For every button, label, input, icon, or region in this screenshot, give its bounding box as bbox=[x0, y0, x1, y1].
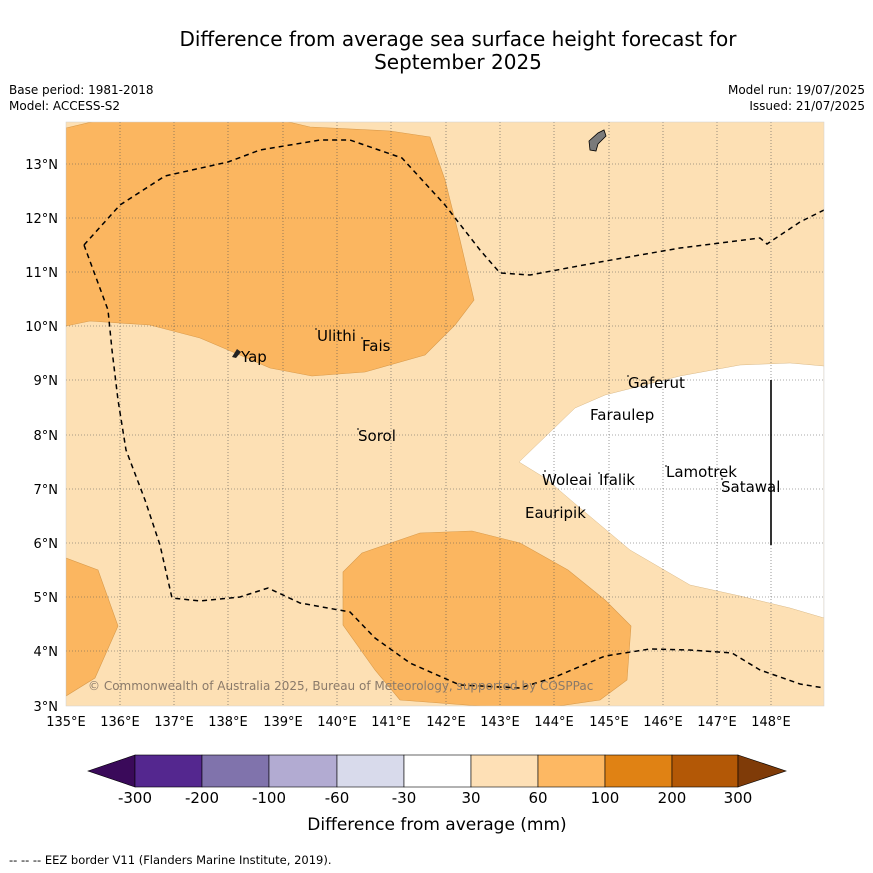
colorbar-tick-label: -30 bbox=[392, 789, 417, 807]
guam-island bbox=[588, 129, 607, 152]
lat-tick-label: 5°N bbox=[34, 591, 59, 606]
place-label: Woleai bbox=[542, 471, 592, 489]
title-line-1: Difference from average sea surface heig… bbox=[179, 27, 737, 51]
colorbar-segment bbox=[604, 754, 673, 788]
colorbar-segment bbox=[134, 754, 203, 788]
issued-date: Issued: 21/07/2025 bbox=[749, 99, 865, 113]
colorbar-segment bbox=[201, 754, 270, 788]
lat-tick-label: 3°N bbox=[34, 700, 59, 715]
latitude-labels: 3°N 4°N 5°N 6°N 7°N 8°N 9°N 10°N 11°N 12… bbox=[25, 158, 58, 715]
colorbar-tick-label: -60 bbox=[325, 789, 350, 807]
colorbar-segment bbox=[537, 754, 606, 788]
colorbar-tick-label: 200 bbox=[658, 789, 687, 807]
lon-tick-label: 142°E bbox=[426, 715, 466, 730]
colorbar-tick-label: -200 bbox=[185, 789, 219, 807]
anomaly-60-100-region-north bbox=[66, 122, 475, 377]
place-label: Lamotrek bbox=[666, 463, 737, 481]
chart-title: Difference from average sea surface heig… bbox=[60, 28, 856, 74]
place-label: Satawal bbox=[721, 478, 780, 496]
colorbar-segment bbox=[336, 754, 405, 788]
colorbar-segment bbox=[268, 754, 338, 788]
anomaly-60-100-region-west bbox=[66, 557, 119, 697]
lon-tick-label: 143°E bbox=[480, 715, 520, 730]
lon-tick-label: 144°E bbox=[534, 715, 574, 730]
place-label: Yap bbox=[240, 348, 267, 366]
map-frame bbox=[65, 121, 825, 707]
longitude-labels: 135°E 136°E 137°E 138°E 139°E 140°E 141°… bbox=[46, 715, 791, 730]
eez-footnote: -- -- -- EEZ border V11 (Flanders Marine… bbox=[9, 853, 332, 867]
colorbar-extend-high bbox=[737, 754, 787, 788]
meta-right: Model run: 19/07/2025 Issued: 21/07/2025 bbox=[728, 82, 865, 114]
colorbar-segment bbox=[671, 754, 739, 788]
colorbar-segment bbox=[470, 754, 539, 788]
lon-tick-label: 139°E bbox=[263, 715, 303, 730]
colorbar-ticks: -300 -200 -100 -60 -30 30 60 100 200 300 bbox=[118, 789, 752, 807]
lat-tick-label: 12°N bbox=[25, 212, 58, 227]
place-labels: Ulithi Fais Yap Gaferut Faraulep Sorol W… bbox=[240, 327, 780, 522]
eez-border bbox=[83, 139, 824, 689]
model-run: Model run: 19/07/2025 bbox=[727, 83, 865, 97]
lon-tick-label: 141°E bbox=[371, 715, 411, 730]
atoll-markers bbox=[315, 328, 723, 480]
place-label: Gaferut bbox=[628, 374, 685, 392]
colorbar-extend-low bbox=[87, 754, 136, 788]
colorbar-tick-label: 30 bbox=[461, 789, 480, 807]
colorbar-tick-label: -300 bbox=[118, 789, 152, 807]
lat-tick-label: 13°N bbox=[25, 158, 58, 173]
model-name: Model: ACCESS-S2 bbox=[9, 99, 121, 113]
colorbar-tick-label: -100 bbox=[252, 789, 286, 807]
lon-tick-label: 140°E bbox=[317, 715, 357, 730]
lon-tick-label: 147°E bbox=[697, 715, 737, 730]
place-label: Ifalik bbox=[599, 471, 635, 489]
lat-tick-label: 11°N bbox=[25, 266, 58, 281]
lat-tick-label: 10°N bbox=[25, 320, 58, 335]
map-area bbox=[66, 122, 824, 706]
title-line-2: September 2025 bbox=[374, 50, 542, 74]
lat-tick-label: 7°N bbox=[34, 483, 59, 498]
base-period: Base period: 1981-2018 bbox=[9, 83, 154, 97]
colorbar bbox=[87, 754, 787, 788]
lon-tick-label: 146°E bbox=[643, 715, 683, 730]
lon-tick-label: 145°E bbox=[589, 715, 629, 730]
lat-tick-label: 9°N bbox=[34, 374, 59, 389]
copyright-notice: © Commonwealth of Australia 2025, Bureau… bbox=[88, 679, 593, 693]
place-label: Sorol bbox=[358, 427, 396, 445]
place-label: Faraulep bbox=[590, 406, 654, 424]
lat-tick-label: 4°N bbox=[34, 645, 59, 660]
lat-tick-label: 8°N bbox=[34, 429, 59, 444]
lon-tick-label: 137°E bbox=[154, 715, 194, 730]
meta-left: Base period: 1981-2018 Model: ACCESS-S2 bbox=[9, 82, 154, 114]
lat-tick-label: 6°N bbox=[34, 537, 59, 552]
anomaly-neutral-region bbox=[518, 362, 824, 619]
lon-tick-label: 135°E bbox=[46, 715, 86, 730]
colorbar-segment bbox=[403, 754, 472, 788]
colorbar-tick-label: 100 bbox=[591, 789, 620, 807]
lon-tick-label: 138°E bbox=[208, 715, 248, 730]
colorbar-tick-label: 60 bbox=[528, 789, 547, 807]
colorbar-label: Difference from average (mm) bbox=[307, 815, 566, 835]
place-label: Ulithi bbox=[317, 327, 356, 345]
place-label: Eauripik bbox=[525, 504, 586, 522]
lon-tick-label: 136°E bbox=[100, 715, 140, 730]
colorbar-tick-label: 300 bbox=[724, 789, 753, 807]
place-label: Fais bbox=[362, 337, 391, 355]
yap-island bbox=[232, 349, 241, 358]
lon-tick-label: 148°E bbox=[751, 715, 791, 730]
